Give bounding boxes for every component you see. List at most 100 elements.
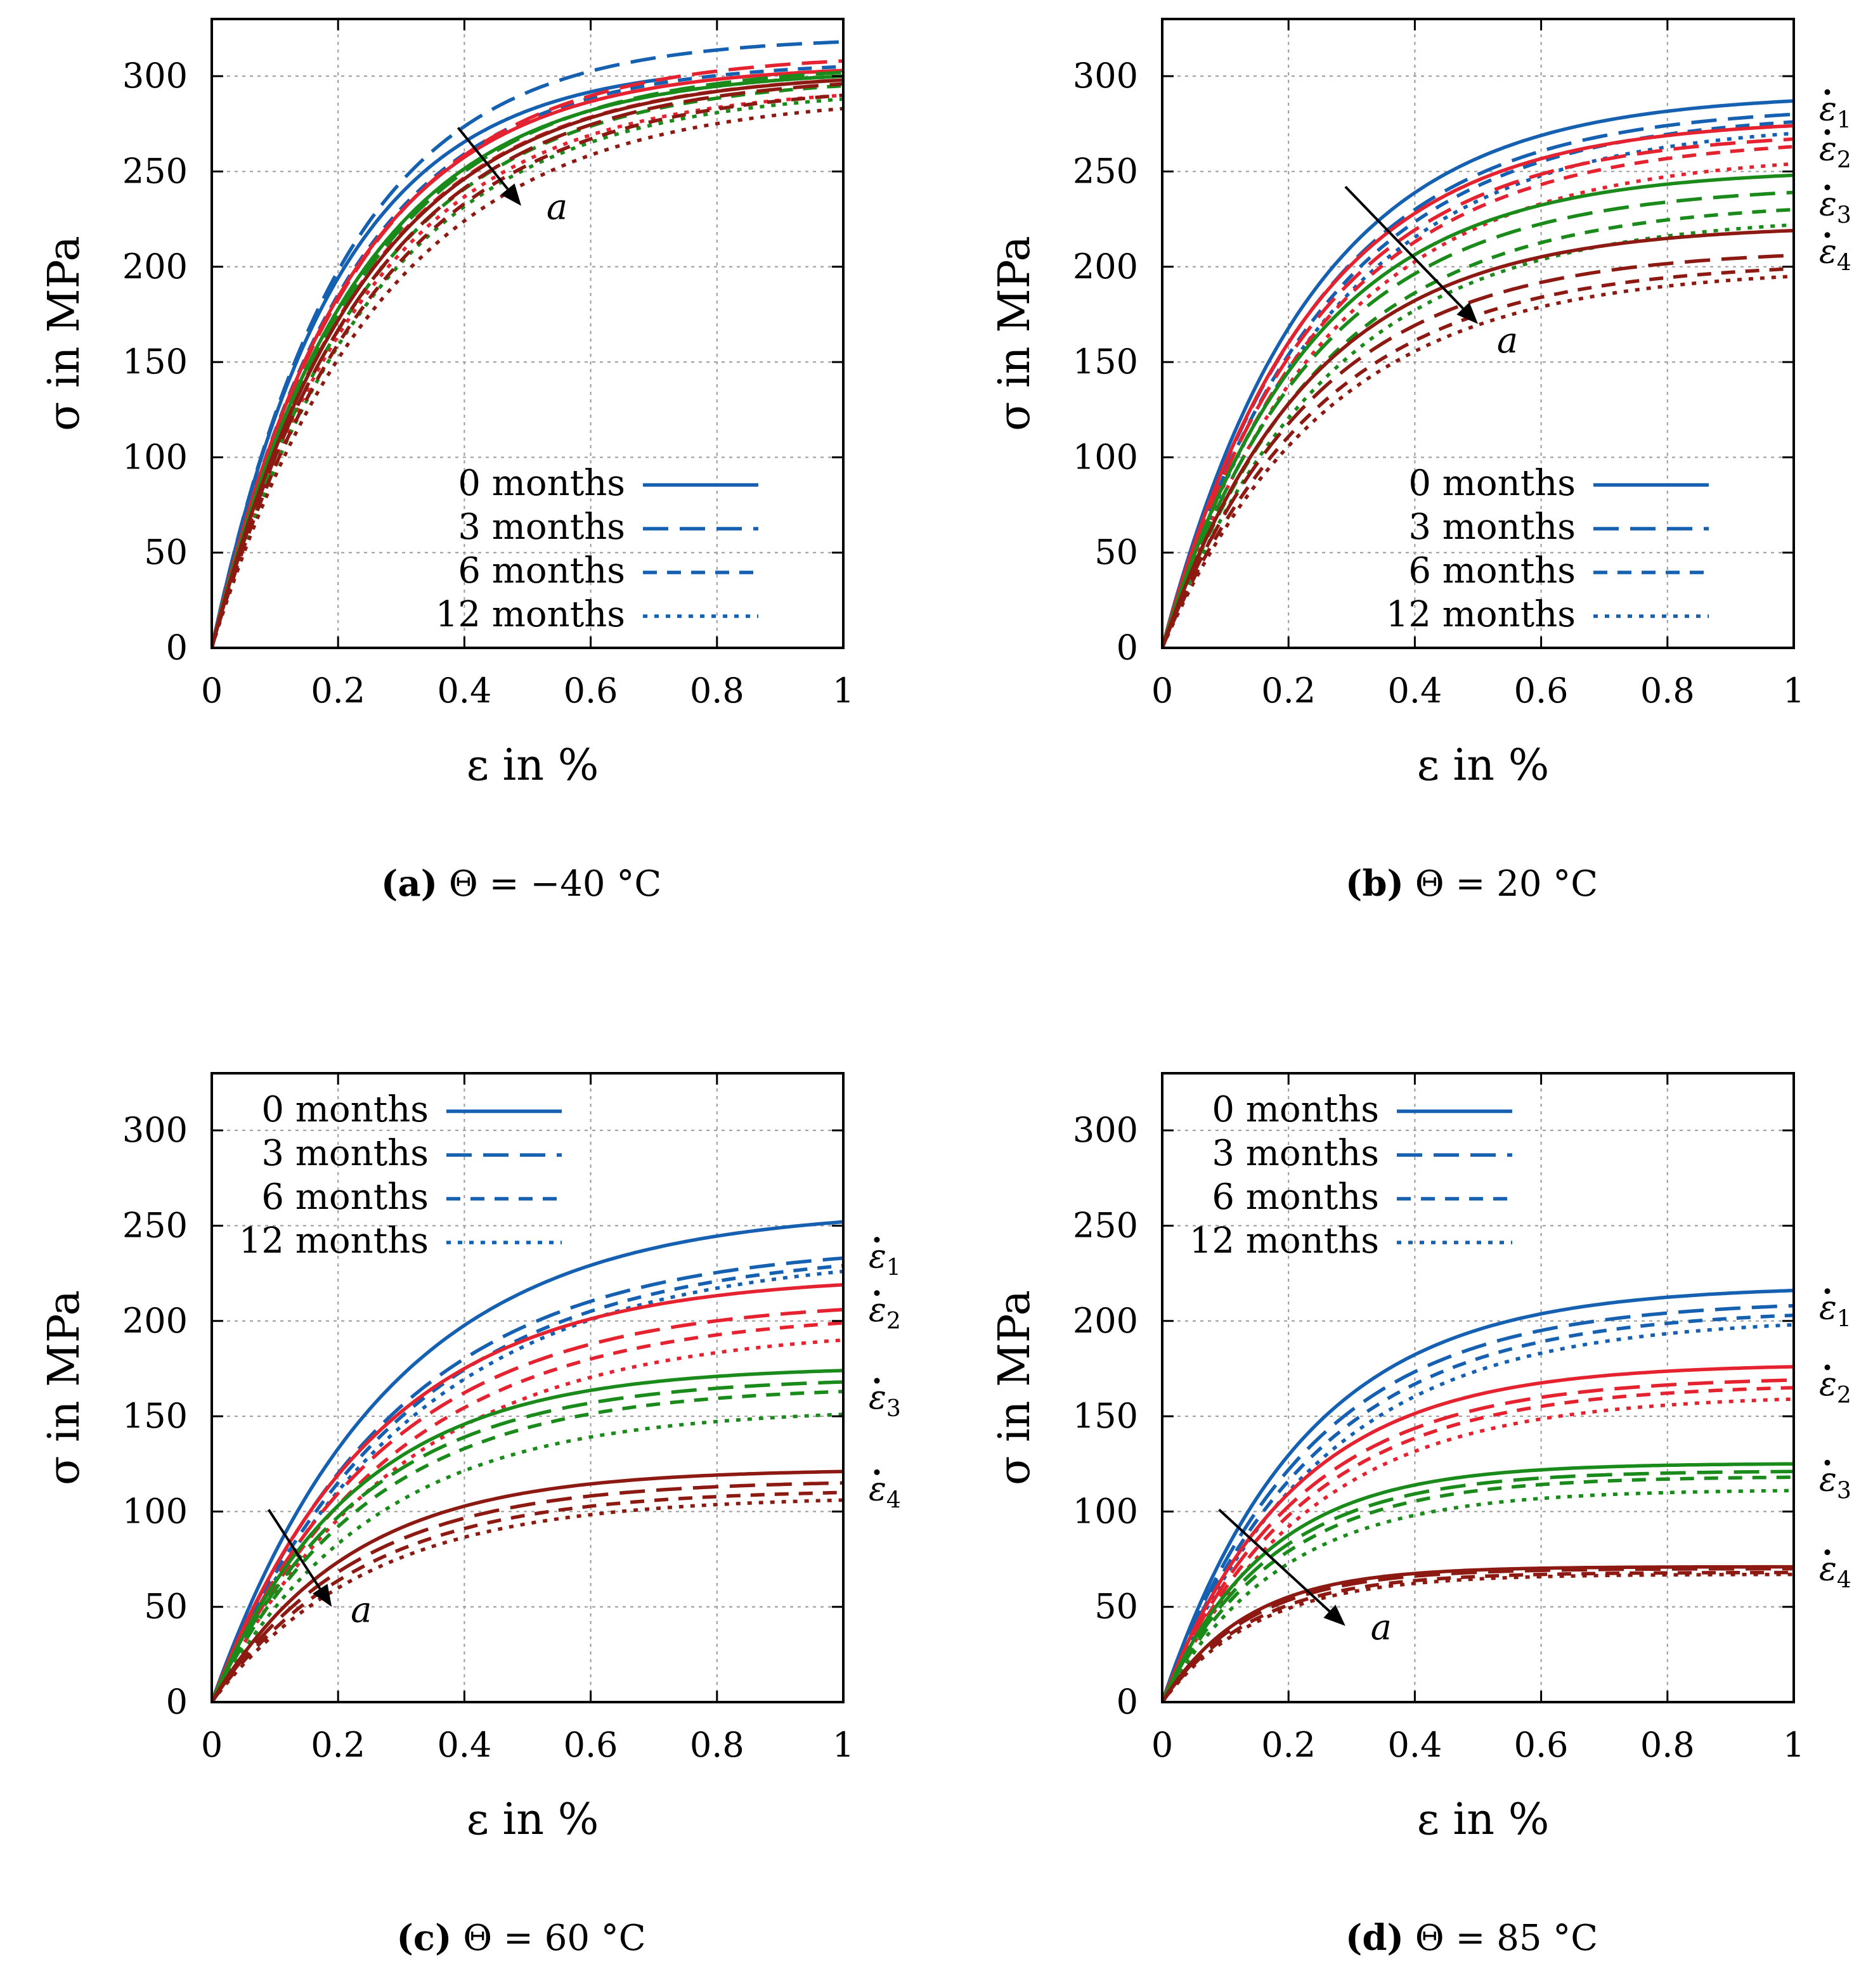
series-line-4-3-months — [212, 82, 843, 648]
x-tick-label: 0 — [201, 671, 223, 711]
x-tick-label: 0.8 — [690, 671, 744, 711]
y-tick-label: 0 — [1117, 1682, 1138, 1722]
y-tick-label: 200 — [1073, 247, 1138, 287]
arrow-label: a — [547, 187, 567, 228]
rate-label-2: ε2 — [1819, 1364, 1851, 1409]
caption-letter: (b) — [1345, 863, 1404, 905]
x-tick-label: 0.2 — [1261, 671, 1316, 711]
series-line-4-12-months — [1162, 1572, 1794, 1702]
y-tick-label: 150 — [122, 1396, 188, 1436]
ticks: 0 0.2 0.4 0.6 0.8 1 0 50 100 150 200 250 300 — [1073, 19, 1805, 711]
y-tick-label: 300 — [122, 56, 188, 96]
arrow-head — [500, 183, 522, 206]
rate-label-1-text: ε1 — [869, 1238, 901, 1281]
rate-label-2-text: ε2 — [1819, 130, 1851, 173]
series-line-2-0-months — [212, 1282, 843, 1702]
y-axis-label: σ in MPa — [39, 236, 89, 431]
series-line-4-3-months — [212, 1481, 843, 1702]
y-tick-label: 150 — [122, 342, 188, 382]
rate-label-1-text: ε1 — [1819, 90, 1851, 133]
x-tick-label: 0.4 — [1387, 1725, 1442, 1765]
rate-label-3-dot — [874, 1378, 880, 1384]
legend-label: 0 months — [1408, 463, 1576, 504]
caption-text: Θ = 85 °C — [1404, 1918, 1598, 1959]
y-tick-label: 300 — [1073, 56, 1138, 96]
rate-label-4-subscript: 4 — [886, 1487, 901, 1513]
y-axis-label: σ in MPa — [990, 1290, 1040, 1485]
arrow-head — [1323, 1604, 1345, 1626]
x-axis-label: ε in % — [467, 740, 599, 791]
panel-d: 0 0.2 0.4 0.6 0.8 1 0 50 100 150 200 250 300 ε in % σ … — [990, 1072, 1851, 1959]
series-line-3-6-months — [1162, 207, 1794, 648]
y-tick-label: 50 — [1094, 532, 1138, 572]
rate-label-4-symbol: ε — [1819, 233, 1837, 271]
rate-label-3: ε3 — [1819, 1459, 1851, 1504]
series-line-3-12-months — [212, 97, 843, 648]
arrow-label: a — [351, 1590, 372, 1631]
aging-arrow: a — [1344, 186, 1518, 361]
legend-label: 6 months — [261, 1177, 429, 1218]
legend-label: 3 months — [1212, 1133, 1379, 1174]
x-tick-label: 0.8 — [1640, 671, 1695, 711]
rate-label-3-subscript: 3 — [1837, 1478, 1851, 1504]
y-tick-label: 250 — [1073, 1205, 1138, 1245]
rate-label-1-symbol: ε — [1819, 1289, 1837, 1327]
series-line-4-12-months — [1162, 274, 1794, 648]
y-axis-label: σ in MPa — [39, 1290, 89, 1485]
rate-label-4-text: ε4 — [1819, 1551, 1851, 1594]
y-tick-label: 300 — [1073, 1110, 1138, 1150]
y-tick-label: 250 — [122, 151, 188, 191]
caption-letter: (d) — [1345, 1917, 1404, 1959]
rate-label-1-subscript: 1 — [1837, 1307, 1851, 1333]
series-line-2-0-months — [1162, 124, 1794, 648]
rate-label-4: ε4 — [869, 1469, 901, 1513]
x-tick-label: 1 — [1783, 671, 1805, 711]
x-tick-label: 0.4 — [437, 1725, 491, 1765]
rate-label-1-symbol: ε — [869, 1238, 886, 1276]
series-line-2-0-months — [212, 68, 843, 648]
y-axis-label: σ in MPa — [990, 236, 1040, 431]
series-line-3-3-months — [1162, 190, 1794, 648]
arrow-shaft — [457, 127, 509, 190]
series-line-1-3-months — [1162, 112, 1794, 648]
rate-label-2-subscript: 2 — [1837, 147, 1851, 173]
panel-a: 0 0.2 0.4 0.6 0.8 1 0 50 100 150 200 250 300 ε in % σ … — [39, 18, 854, 905]
arrow-head — [312, 1584, 332, 1607]
series-line-2-6-months — [212, 1321, 843, 1702]
ticks: 0 0.2 0.4 0.6 0.8 1 0 50 100 150 200 250 300 — [122, 19, 854, 711]
y-tick-label: 0 — [166, 1682, 188, 1722]
legend-label: 12 months — [1386, 594, 1576, 635]
arrow-label: a — [1497, 320, 1518, 361]
arrow-label: a — [1371, 1607, 1392, 1648]
x-tick-label: 0 — [201, 1725, 223, 1765]
aging-arrow: a — [1218, 1508, 1392, 1648]
rate-label-1: ε1 — [1819, 89, 1851, 133]
x-tick-label: 0.2 — [1261, 1725, 1316, 1765]
y-tick-label: 50 — [144, 1587, 188, 1627]
y-tick-label: 300 — [122, 1110, 188, 1150]
x-tick-label: 0.6 — [1514, 1725, 1569, 1765]
ticks: 0 0.2 0.4 0.6 0.8 1 0 50 100 150 200 250 300 — [1073, 1073, 1805, 1765]
legend-label: 6 months — [1408, 550, 1576, 591]
series — [1162, 1288, 1794, 1702]
series-line-2-3-months — [212, 59, 843, 648]
rate-label-1-dot — [1824, 1288, 1831, 1294]
rate-label-4-symbol: ε — [869, 1470, 886, 1508]
series-line-3-12-months — [1162, 1488, 1794, 1702]
series-line-1-6-months — [212, 1263, 843, 1702]
rate-label-2-text: ε2 — [869, 1291, 901, 1334]
series-line-4-0-months — [212, 1469, 843, 1702]
y-tick-label: 0 — [1117, 628, 1138, 668]
series-line-1-3-months — [212, 1256, 843, 1702]
series-line-3-0-months — [1162, 1462, 1794, 1702]
caption-text: Θ = 60 °C — [451, 1918, 645, 1959]
rate-label-2: ε2 — [869, 1290, 901, 1334]
legend-label: 3 months — [458, 507, 625, 548]
rate-label-3-symbol: ε — [1819, 1461, 1837, 1499]
y-tick-label: 100 — [1073, 437, 1138, 477]
